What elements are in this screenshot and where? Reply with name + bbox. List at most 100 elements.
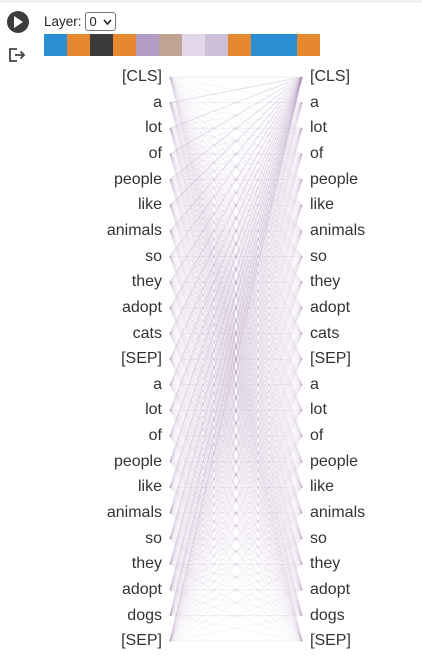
run-cell-button[interactable] [7,11,29,33]
left-token[interactable]: people [113,452,162,470]
left-token[interactable]: [CLS] [121,68,162,85]
left-token[interactable]: like [137,196,162,214]
layer-select[interactable]: 0 [84,12,116,31]
head-swatch-0[interactable] [44,34,67,56]
attention-line [169,384,303,488]
left-token[interactable]: a [153,93,162,111]
left-token[interactable]: [SEP] [121,632,162,650]
head-swatch-9[interactable] [251,34,274,56]
right-token[interactable]: cats [310,324,340,342]
head-swatch-7[interactable] [205,34,228,56]
right-token[interactable]: of [310,144,324,162]
head-swatch-2[interactable] [90,34,113,56]
attention-line [169,76,303,104]
left-token[interactable]: lot [145,401,162,419]
attention-line [169,76,303,283]
attention-line [169,230,303,411]
left-token[interactable]: like [137,478,162,496]
attention-line [169,538,303,565]
left-token[interactable]: people [113,170,162,188]
head-swatch-6[interactable] [182,34,205,56]
attention-line [169,204,303,309]
attention-line [169,230,303,616]
attention-line [169,333,303,437]
attention-line [169,281,303,565]
right-token[interactable]: a [310,93,319,111]
attention-line [169,230,303,437]
left-token[interactable]: of [148,144,162,162]
attention-line [169,333,303,360]
left-token[interactable]: they [131,555,162,573]
left-token[interactable]: cats [132,324,162,342]
right-token[interactable]: [SEP] [310,350,351,368]
right-token[interactable]: like [310,196,335,214]
right-token[interactable]: lot [310,119,327,137]
output-exit-icon[interactable] [8,47,26,63]
attention-line [169,102,303,565]
left-token[interactable]: dogs [127,606,162,624]
head-swatch-5[interactable] [159,34,182,56]
attention-line [169,76,303,334]
attention-line [169,281,303,411]
head-swatch-3[interactable] [113,34,136,56]
head-swatch-11[interactable] [297,34,320,56]
right-token[interactable]: animals [310,221,366,239]
attention-line [169,563,303,591]
attention-line [169,102,303,565]
right-token[interactable]: lot [310,401,327,419]
left-token[interactable]: [SEP] [121,350,162,368]
attention-line [169,487,303,642]
attention-line [169,384,303,616]
left-token[interactable]: lot [145,119,162,137]
left-token[interactable]: adopt [121,298,162,316]
attention-line [169,307,303,463]
attention-line [169,179,303,437]
attention-line [169,256,303,334]
left-token[interactable]: so [145,247,162,265]
left-token[interactable]: a [153,375,162,393]
attention-line [169,230,303,642]
attention-line [169,256,303,283]
attention-line [169,128,303,411]
right-token[interactable]: animals [310,504,366,522]
right-token[interactable]: [SEP] [310,632,351,650]
left-token[interactable]: adopt [121,581,162,598]
attention-line [169,179,303,462]
right-token[interactable]: a [310,375,319,393]
left-token[interactable]: so [145,529,162,547]
attention-line [169,461,303,616]
left-token[interactable]: animals [106,504,162,522]
attention-line [169,230,303,642]
attention-line [169,281,303,411]
left-token[interactable]: animals [106,221,162,239]
head-swatch-10[interactable] [274,34,297,56]
right-token[interactable]: they [310,273,341,291]
right-token[interactable]: [CLS] [310,68,351,85]
attention-line [169,435,303,565]
attention-line [169,179,303,411]
head-swatch-8[interactable] [228,34,251,56]
head-swatch-1[interactable] [67,34,90,56]
right-token[interactable]: of [310,427,324,445]
attention-line [169,230,303,309]
right-token[interactable]: adopt [310,581,351,598]
attention-line [169,409,303,437]
right-token[interactable]: people [310,452,359,470]
right-token[interactable]: so [310,529,327,547]
attention-line [169,281,303,386]
right-token[interactable]: they [310,555,341,573]
attention-line [169,153,303,283]
right-token[interactable]: adopt [310,298,351,316]
attention-line [169,410,303,540]
left-token[interactable]: they [131,273,162,291]
left-token[interactable]: of [148,427,162,445]
attention-line [169,307,303,386]
right-token[interactable]: people [310,170,359,188]
right-token[interactable]: like [310,478,335,496]
attention-line [169,410,303,565]
head-swatch-4[interactable] [136,34,159,56]
attention-line [169,230,303,386]
attention-line [169,153,303,616]
right-token[interactable]: so [310,247,327,265]
right-token[interactable]: dogs [310,606,345,624]
